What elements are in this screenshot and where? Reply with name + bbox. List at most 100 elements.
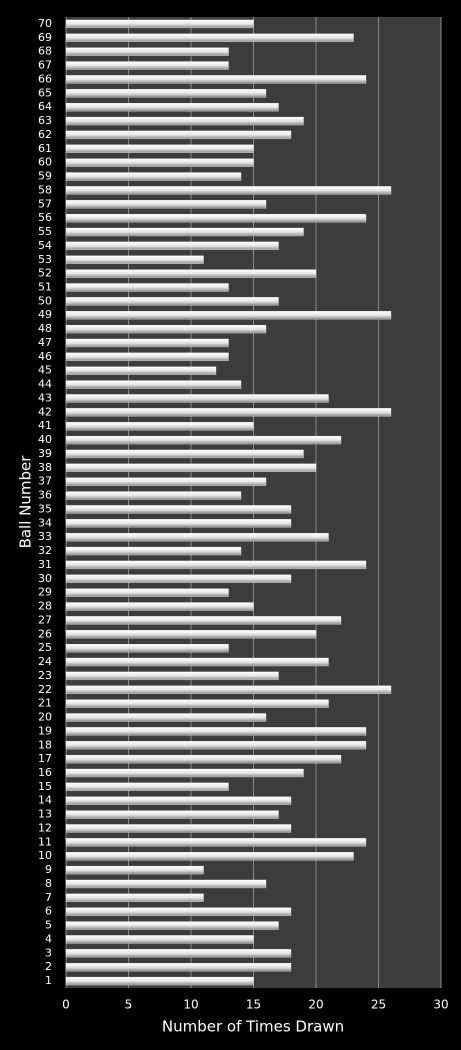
bar (65, 89, 267, 98)
x-tick-label: 15 (246, 998, 261, 1012)
y-tick-label: 21 (38, 697, 52, 710)
bar (65, 533, 329, 542)
y-axis-title: Ball Number (17, 455, 35, 549)
y-tick-label: 42 (38, 405, 52, 418)
y-tick-label: 33 (38, 530, 52, 543)
y-tick-label: 35 (38, 502, 52, 515)
bar (65, 75, 367, 84)
bar (65, 186, 392, 195)
bar (65, 394, 329, 403)
y-tick-label: 44 (38, 378, 52, 391)
y-tick-label: 13 (38, 808, 52, 821)
y-tick-label: 46 (38, 350, 52, 363)
bar (65, 768, 304, 778)
bar (65, 352, 229, 362)
y-tick-label: 59 (38, 170, 52, 183)
y-tick-label: 58 (38, 183, 52, 196)
bar (65, 269, 317, 278)
bar (65, 144, 254, 153)
bar (65, 893, 204, 902)
bar (65, 976, 254, 986)
y-tick-label: 64 (38, 100, 52, 113)
y-tick-label: 61 (38, 142, 52, 155)
bar (65, 727, 367, 736)
bar (65, 408, 392, 417)
y-tick-label: 12 (38, 821, 52, 834)
bar (65, 283, 229, 292)
y-tick-label: 38 (38, 461, 52, 474)
y-tick-label: 1 (45, 974, 52, 987)
bar (65, 47, 229, 56)
y-tick-label: 41 (38, 419, 52, 432)
y-tick-label: 31 (38, 558, 52, 571)
y-tick-label: 47 (38, 336, 52, 349)
y-tick-label: 57 (38, 197, 52, 210)
bar (65, 824, 292, 833)
y-tick-label: 43 (38, 391, 52, 404)
y-tick-label: 65 (38, 86, 52, 99)
y-tick-label: 32 (38, 544, 52, 557)
bar (65, 546, 242, 556)
bar (65, 103, 279, 112)
y-tick-label: 52 (38, 267, 52, 280)
y-tick-label: 15 (38, 780, 52, 793)
bar (65, 61, 229, 70)
bar (65, 921, 279, 930)
bar (65, 380, 242, 389)
bar (65, 713, 267, 722)
bar (65, 685, 392, 694)
bar (65, 324, 267, 334)
y-tick-label: 5 (45, 919, 52, 932)
y-tick-label: 23 (38, 669, 52, 682)
bar (65, 879, 267, 889)
y-tick-label: 16 (38, 766, 52, 779)
bar (65, 671, 279, 681)
y-tick-label: 14 (38, 794, 52, 807)
y-tick-label: 50 (38, 294, 52, 307)
y-tick-label: 36 (38, 489, 52, 502)
bar (65, 172, 242, 181)
x-tick-label: 0 (62, 998, 70, 1012)
y-tick-label: 69 (38, 31, 52, 44)
y-tick-label: 54 (38, 239, 52, 252)
y-tick-label: 25 (38, 641, 52, 654)
y-tick-label: 10 (38, 849, 52, 862)
bar (65, 477, 267, 486)
y-tick-label: 49 (38, 308, 52, 321)
y-tick-label: 60 (38, 156, 52, 169)
y-tick-label: 22 (38, 683, 52, 696)
y-tick-label: 62 (38, 128, 52, 141)
y-tick-label: 11 (38, 835, 52, 848)
y-tick-label: 3 (45, 946, 52, 959)
bar (65, 963, 292, 972)
bar (65, 935, 254, 944)
bar (65, 519, 292, 528)
y-tick-label: 26 (38, 627, 52, 640)
y-tick-label: 45 (38, 364, 52, 377)
bar (65, 338, 229, 348)
y-tick-label: 39 (38, 447, 52, 460)
y-tick-label: 68 (38, 45, 52, 58)
bar (65, 297, 279, 306)
bar (65, 796, 292, 805)
bar (65, 657, 329, 667)
y-tick-label: 7 (45, 891, 52, 904)
bar (65, 463, 317, 472)
y-tick-label: 20 (38, 711, 52, 724)
bar (65, 602, 254, 611)
bar (65, 588, 229, 597)
bar (65, 616, 342, 625)
x-tick-label: 10 (183, 998, 198, 1012)
bar (65, 560, 367, 570)
y-tick-label: 37 (38, 475, 52, 488)
y-tick-label: 28 (38, 600, 52, 613)
bar (65, 782, 229, 792)
bar (65, 449, 304, 459)
bar (65, 255, 204, 264)
y-tick-label: 40 (38, 433, 52, 446)
y-tick-label: 2 (45, 960, 52, 973)
y-tick-label: 56 (38, 211, 52, 224)
bar (65, 116, 304, 126)
bar (65, 949, 292, 958)
